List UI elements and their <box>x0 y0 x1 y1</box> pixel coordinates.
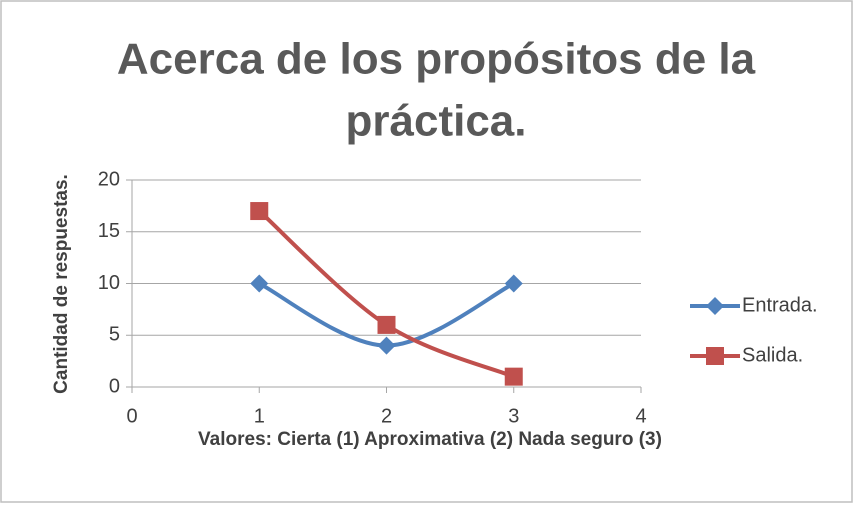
y-tick-label: 20 <box>98 168 120 190</box>
data-point <box>504 367 523 386</box>
data-point <box>377 315 396 334</box>
x-axis-label: Valores: Cierta (1) Aproximativa (2) Nad… <box>198 429 662 450</box>
data-point <box>250 202 269 221</box>
x-tick-label: 2 <box>381 405 392 427</box>
y-tick-label: 0 <box>109 375 120 397</box>
y-tick-label: 10 <box>98 272 120 294</box>
legend-marker <box>706 347 724 365</box>
x-tick-label: 1 <box>254 405 265 427</box>
y-tick-label: 15 <box>98 220 120 242</box>
x-tick-label: 0 <box>126 405 137 427</box>
y-tick-label: 5 <box>109 324 120 346</box>
x-tick-label: 4 <box>635 405 646 427</box>
legend-label: Salida. <box>742 344 803 366</box>
legend-marker <box>706 297 724 315</box>
data-point <box>250 274 269 293</box>
data-point <box>377 336 396 355</box>
data-point <box>504 274 523 293</box>
y-axis-label: Cantidad de respuestas. <box>51 174 72 394</box>
chart-title: práctica. <box>346 97 527 146</box>
x-tick-label: 3 <box>508 405 519 427</box>
legend-label: Entrada. <box>742 294 818 316</box>
chart-title: Acerca de los propósitos de la <box>117 35 756 84</box>
